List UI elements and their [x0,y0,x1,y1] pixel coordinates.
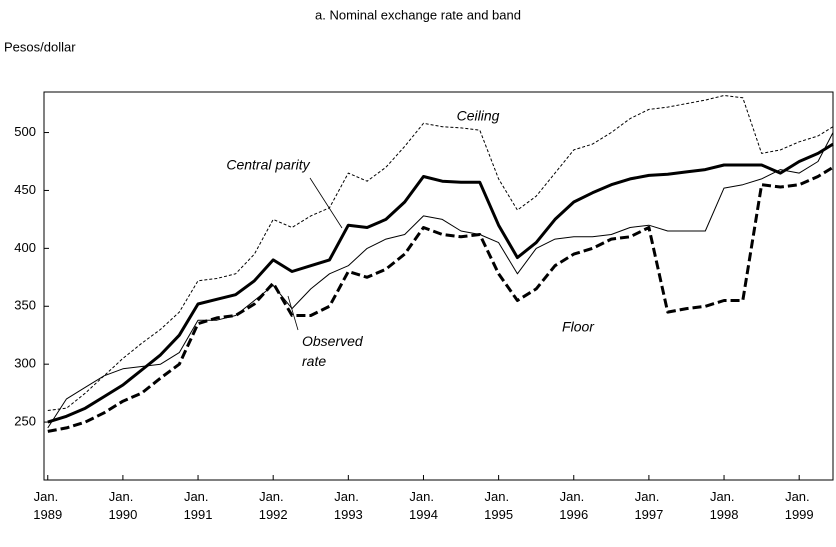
series-line [47,166,834,433]
x-tick-label: Jan. 1998 [710,489,739,522]
series-line [47,132,834,429]
x-tick-label: Jan. 1990 [108,489,137,522]
plot-frame [43,91,834,481]
x-tick-label: Jan. 1993 [334,489,363,522]
y-tick-label: 250 [14,414,36,429]
leader-line [287,295,299,331]
series-label: Ceiling [457,108,500,124]
y-axis-label: Pesos/dollar [4,39,76,54]
chart-title: a. Nominal exchange rate and band [315,7,521,22]
series-label: Floor [562,319,595,335]
series-line [47,95,834,411]
x-tick-label: Jan. 1991 [184,489,213,522]
series-line [47,142,834,424]
x-tick-label: Jan. 1995 [484,489,513,522]
x-tick-label: Jan. 1997 [634,489,663,522]
x-tick-label: Jan. 1992 [259,489,288,522]
leader-line [309,177,343,229]
x-tick-label: Jan. 1989 [33,489,62,522]
y-tick-label: 500 [14,124,36,139]
y-tick-label: 450 [14,182,36,197]
y-tick-label: 300 [14,356,36,371]
series-label: Observed rate [302,333,367,369]
series-label: Central parity [226,157,310,173]
x-tick-label: Jan. 1996 [559,489,588,522]
x-tick-label: Jan. 1994 [409,489,438,522]
y-tick-label: 350 [14,298,36,313]
x-tick-label: Jan. 1999 [785,489,814,522]
y-tick-label: 400 [14,240,36,255]
